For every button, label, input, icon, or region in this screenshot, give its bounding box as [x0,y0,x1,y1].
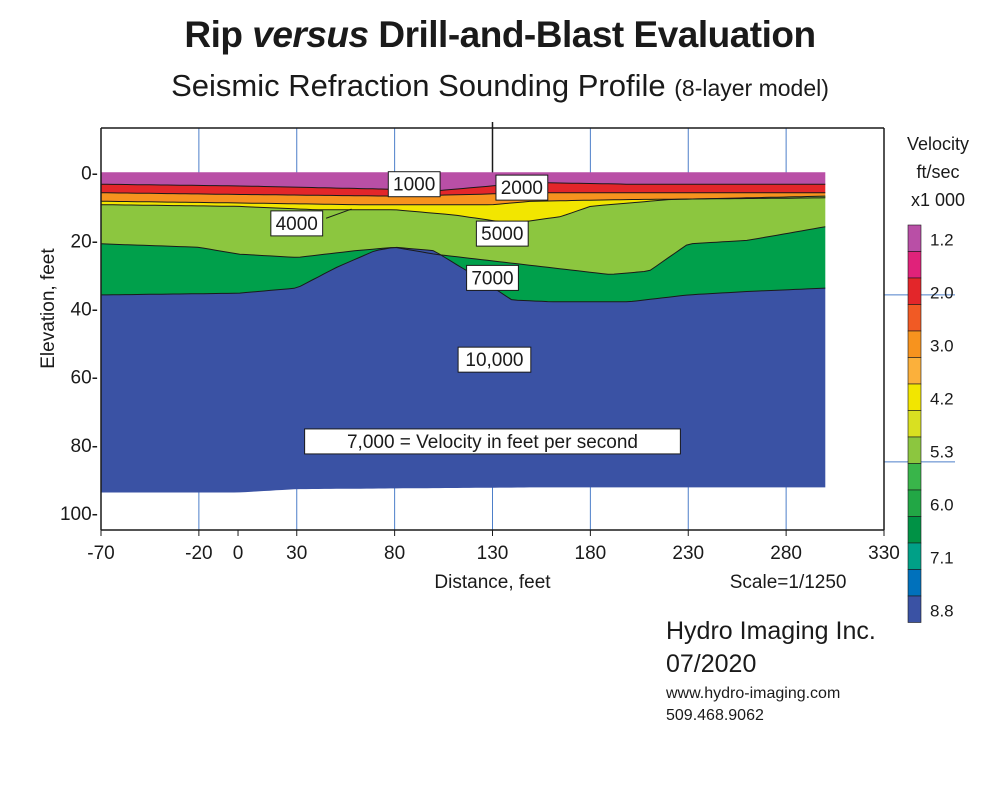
x-tick-label: 80 [384,543,405,564]
legend-label-12: 7.1 [930,548,954,567]
annotation-box-2 [270,210,324,237]
velocity-layer-3 [101,196,826,224]
annotation-label-3: 5000 [481,224,523,245]
legend-swatch-8 [907,436,922,464]
scale-note: Scale=1/1250 [730,572,847,593]
legend-label-8: 5.3 [930,442,954,461]
x-tick-label: 230 [672,543,704,564]
layer-boundary-4 [100,226,826,275]
annotation-label-0: 1000 [393,175,435,196]
company-website: www.hydro-imaging.com [666,685,841,702]
layer-boundary-5 [101,246,826,303]
y-tick-label: 0- [81,163,98,184]
x-tick-label: 280 [770,543,802,564]
page-subtitle: Seismic Refraction Sounding Profile (8-l… [0,68,1000,104]
legend-label-10: 6.0 [930,495,954,514]
x-tick-label: 330 [868,543,900,564]
legend-swatch-0 [907,224,922,252]
contact-block: www.hydro-imaging.com 509.468.9062 [666,683,840,727]
title-emphasis: versus [252,14,369,55]
company-phone: 509.468.9062 [666,707,764,724]
title-post: Drill-and-Blast Evaluation [368,14,816,55]
legend-swatch-5 [907,357,922,385]
x-tick-label: -20 [185,543,212,564]
y-tick-label: 80- [71,436,98,457]
legend-title: Velocity ft/sec x1 000 [893,130,983,214]
y-tick-label: 20- [71,231,98,252]
x-tick-label: 180 [575,543,607,564]
legend-title-line-2: ft/sec [916,162,960,182]
velocity-layer-5 [101,226,826,302]
annotation-label-6: 7,000 = Velocity in feet per second [347,432,638,453]
legend-label-14: 8.8 [930,601,954,620]
legend-swatch-3 [907,304,922,332]
velocity-layer-1 [101,182,826,197]
annotation-label-5: 10,000 [465,350,523,371]
layer-boundary-3 [101,195,826,224]
report-date: 07/2020 [666,650,757,678]
y-tick-label: 100- [60,504,98,525]
legend-title-line-1: Velocity [906,134,970,154]
legend-swatch-11 [907,516,922,544]
legend-swatch-9 [907,463,922,491]
legend-swatch-10 [907,489,922,517]
annotation-box-6 [304,428,681,455]
y-axis-label: Elevation, feet [38,248,59,369]
subtitle-main: Seismic Refraction Sounding Profile [171,68,666,103]
annotation-label-4: 7000 [471,268,513,289]
annotation-box-0 [387,171,441,198]
legend-label-6: 4.2 [930,389,954,408]
legend-title-line-3: x1 000 [910,190,966,210]
annotation-box-4 [466,264,519,291]
x-tick-label: 130 [477,543,509,564]
legend-swatch-2 [907,277,922,305]
y-tick-label: 60- [71,368,98,389]
annotation-label-1: 2000 [501,178,543,199]
page-title: Rip versus Drill-and-Blast Evaluation [0,14,1000,56]
company-name: Hydro Imaging Inc. [666,617,876,645]
x-tick-label: -70 [87,543,114,564]
legend-swatch-7 [907,410,922,438]
legend-swatch-12 [907,542,922,570]
x-tick-label: 0 [233,543,244,564]
velocity-layer-0 [101,172,826,191]
subtitle-model: (8-layer model) [674,75,829,101]
annotation-box-1 [495,174,549,201]
annotation-box-3 [475,220,529,247]
velocity-layer-2 [101,192,826,205]
legend-swatch-13 [907,569,922,597]
legend-swatch-14 [907,595,922,623]
x-tick-label: 30 [286,543,307,564]
layer-boundary-1 [100,192,826,197]
annotation-pointer [325,208,352,219]
x-axis-label: Distance, feet [434,572,551,593]
company-block: Hydro Imaging Inc. 07/2020 [666,615,876,681]
y-tick-label: 40- [71,300,98,321]
annotation-box-5 [457,346,532,373]
legend-label-0: 1.2 [930,230,954,249]
legend-swatch-4 [907,330,922,358]
legend-swatch-1 [907,251,922,279]
legend-label-4: 3.0 [930,336,954,355]
legend-swatch-6 [907,383,922,411]
title-pre: Rip [184,14,253,55]
legend-label-2: 2.0 [930,283,954,302]
annotation-label-2: 4000 [276,214,318,235]
layer-boundary-0 [100,182,826,192]
